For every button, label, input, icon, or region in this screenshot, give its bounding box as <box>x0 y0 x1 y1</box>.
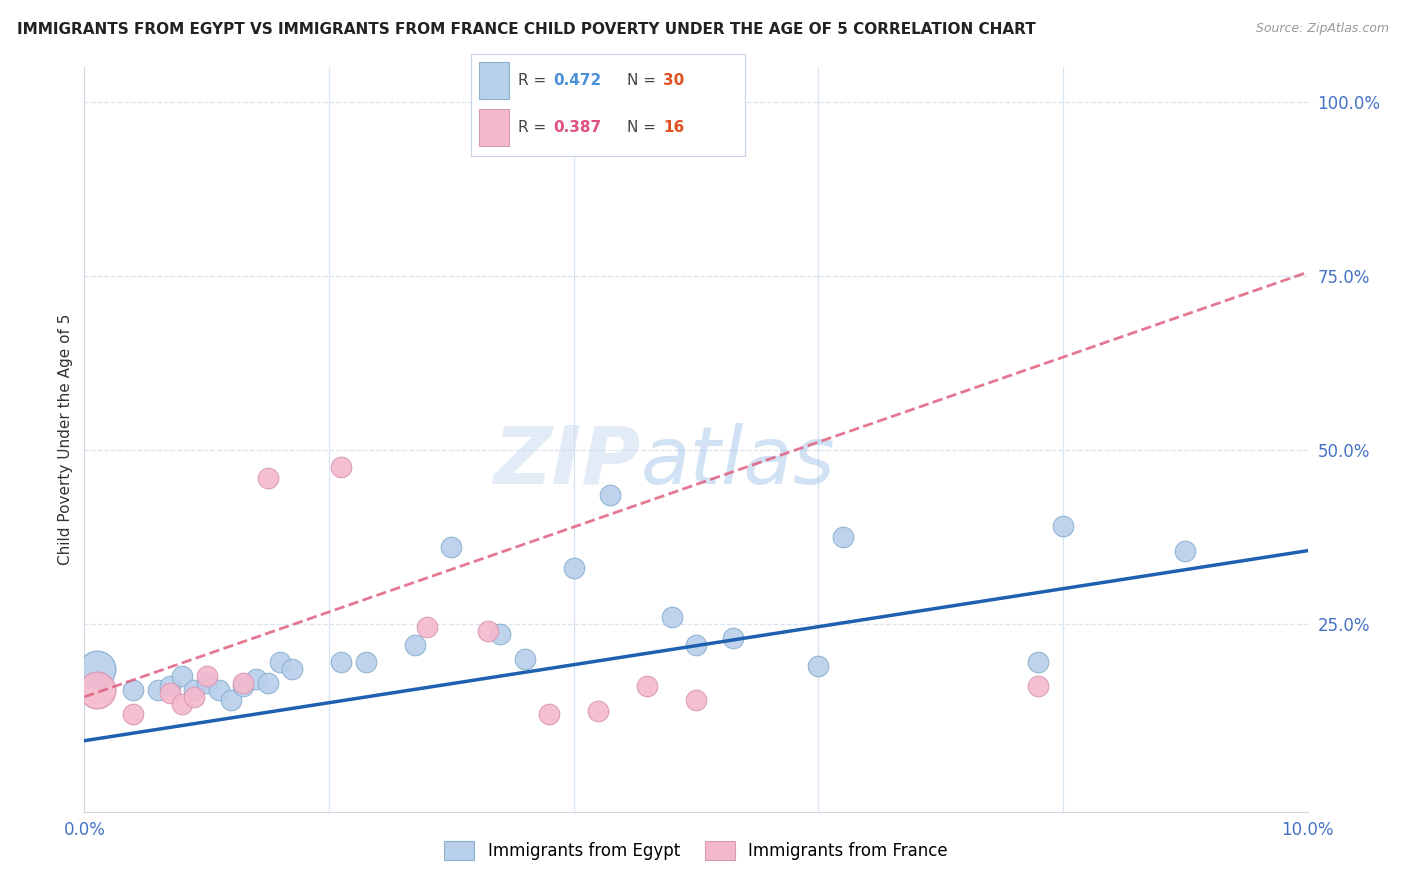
Point <box>86 682 108 697</box>
Text: N =: N = <box>627 72 661 87</box>
Text: N =: N = <box>627 120 661 135</box>
Point <box>330 655 353 669</box>
Point <box>1052 519 1074 533</box>
Text: 16: 16 <box>664 120 685 135</box>
Point <box>562 561 585 575</box>
Point <box>477 624 499 638</box>
Point <box>122 682 145 697</box>
Point <box>330 460 353 475</box>
Point <box>281 662 304 676</box>
Point <box>257 470 280 484</box>
Point <box>219 693 242 707</box>
Y-axis label: Child Poverty Under the Age of 5: Child Poverty Under the Age of 5 <box>58 314 73 565</box>
Point <box>269 655 291 669</box>
Point <box>232 680 254 694</box>
Point <box>489 627 512 641</box>
Text: 30: 30 <box>664 72 685 87</box>
Text: R =: R = <box>517 72 551 87</box>
Text: atlas: atlas <box>641 423 835 500</box>
Point <box>122 707 145 722</box>
Text: 0.387: 0.387 <box>554 120 602 135</box>
Point <box>721 631 744 645</box>
Point <box>1028 680 1050 694</box>
Point <box>416 620 439 634</box>
Point <box>183 682 205 697</box>
Point <box>208 682 231 697</box>
Point <box>172 697 194 711</box>
Point <box>183 690 205 704</box>
Point <box>661 609 683 624</box>
Text: ZIP: ZIP <box>494 423 641 500</box>
Point <box>685 638 707 652</box>
Legend: Immigrants from Egypt, Immigrants from France: Immigrants from Egypt, Immigrants from F… <box>437 834 955 867</box>
Point <box>195 669 218 683</box>
Bar <box>479 62 509 99</box>
Point <box>245 673 267 687</box>
Point <box>513 651 536 665</box>
Point <box>538 707 561 722</box>
Point <box>831 530 853 544</box>
Point <box>146 682 169 697</box>
Text: Source: ZipAtlas.com: Source: ZipAtlas.com <box>1256 22 1389 36</box>
Point <box>172 669 194 683</box>
Point <box>159 680 181 694</box>
Point <box>586 704 609 718</box>
Point <box>354 655 377 669</box>
Point <box>440 540 463 554</box>
Point <box>195 676 218 690</box>
Text: R =: R = <box>517 120 551 135</box>
Point <box>86 662 108 676</box>
Point <box>232 676 254 690</box>
Bar <box>479 109 509 145</box>
Point <box>685 693 707 707</box>
Text: IMMIGRANTS FROM EGYPT VS IMMIGRANTS FROM FRANCE CHILD POVERTY UNDER THE AGE OF 5: IMMIGRANTS FROM EGYPT VS IMMIGRANTS FROM… <box>17 22 1036 37</box>
Point <box>636 680 658 694</box>
Point <box>159 686 181 700</box>
Point <box>807 658 830 673</box>
Point <box>1174 543 1197 558</box>
Point <box>599 488 621 502</box>
Point <box>404 638 426 652</box>
Point <box>257 676 280 690</box>
Text: 0.472: 0.472 <box>554 72 602 87</box>
Point <box>1028 655 1050 669</box>
